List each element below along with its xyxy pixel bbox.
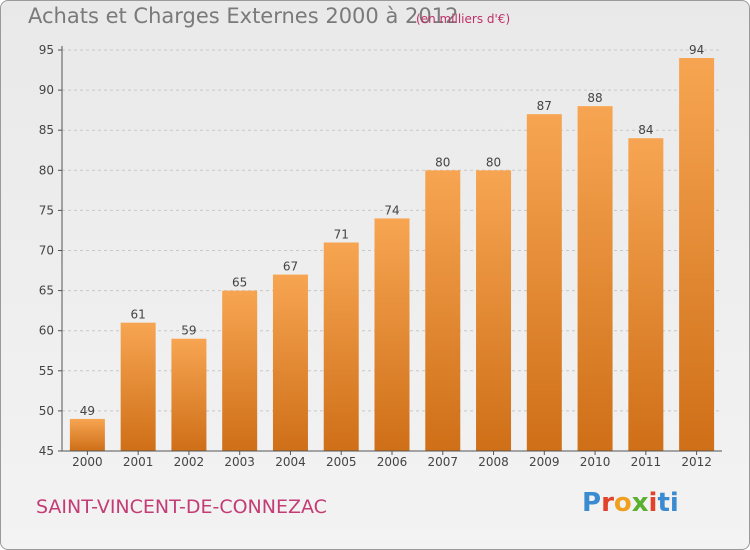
bar [374, 218, 410, 451]
logo-letter: ti [657, 488, 679, 518]
bar [120, 322, 156, 451]
bar [526, 114, 562, 451]
bars [69, 58, 715, 452]
logo-letter: x [631, 488, 649, 518]
logo-letter: o [613, 488, 632, 518]
x-tick-label: 2009 [529, 455, 560, 469]
x-tick-label: 2005 [326, 455, 357, 469]
x-tick-label: 2011 [631, 455, 662, 469]
y-tick-label: 55 [39, 364, 54, 378]
bar-value-label: 71 [334, 227, 349, 241]
y-tick-label: 65 [39, 284, 54, 298]
bar-value-label: 74 [384, 203, 399, 217]
bar-value-label: 59 [181, 324, 196, 338]
y-tick-label: 45 [39, 444, 54, 458]
y-tick-label: 80 [39, 163, 54, 177]
bar-value-label: 67 [283, 260, 298, 274]
y-tick-label: 75 [39, 203, 54, 217]
logo-letter: P [582, 488, 602, 518]
labels: 45 50 55 60 65 70 75 80 85 90 95 49 2000 61 2001 59 2002… [39, 43, 712, 469]
bar [171, 338, 207, 451]
bar-value-label: 65 [232, 276, 247, 290]
bar-value-label: 61 [131, 308, 146, 322]
chart-subtitle: (en milliers d'€) [416, 12, 511, 26]
logo-letter: i [648, 488, 658, 518]
y-tick-label: 95 [39, 43, 54, 57]
x-tick-label: 2012 [681, 455, 712, 469]
bar [272, 274, 308, 451]
y-tick-label: 60 [39, 324, 54, 338]
x-tick-label: 2010 [580, 455, 611, 469]
y-tick-label: 90 [39, 83, 54, 97]
x-tick-label: 2006 [377, 455, 408, 469]
logo-letter: r [601, 488, 614, 518]
bar [577, 106, 613, 451]
x-tick-label: 2008 [478, 455, 509, 469]
x-tick-label: 2004 [275, 455, 306, 469]
x-tick-label: 2007 [427, 455, 458, 469]
x-tick-label: 2000 [72, 455, 103, 469]
bar-value-label: 84 [638, 123, 653, 137]
x-tick-label: 2001 [123, 455, 154, 469]
bar [628, 138, 664, 451]
bar-value-label: 94 [689, 43, 704, 57]
bar-value-label: 88 [587, 91, 602, 105]
bar [222, 290, 258, 451]
commune-name: SAINT-VINCENT-DE-CONNEZAC [36, 496, 327, 518]
bar [69, 418, 105, 451]
x-tick-label: 2002 [174, 455, 205, 469]
y-tick-label: 50 [39, 404, 54, 418]
proxiti-logo: Proxiti [582, 488, 679, 518]
bar-value-label: 80 [435, 155, 450, 169]
x-tick-label: 2003 [224, 455, 255, 469]
y-tick-label: 70 [39, 244, 54, 258]
bar-value-label: 49 [80, 404, 95, 418]
bar-value-label: 80 [486, 155, 501, 169]
axes [58, 46, 722, 455]
bar [679, 58, 715, 452]
bar [476, 170, 512, 452]
bar-value-label: 87 [537, 99, 552, 113]
bar [425, 170, 461, 452]
chart-title: Achats et Charges Externes 2000 à 2012 [28, 4, 459, 28]
bar [323, 242, 359, 451]
y-tick-label: 85 [39, 123, 54, 137]
